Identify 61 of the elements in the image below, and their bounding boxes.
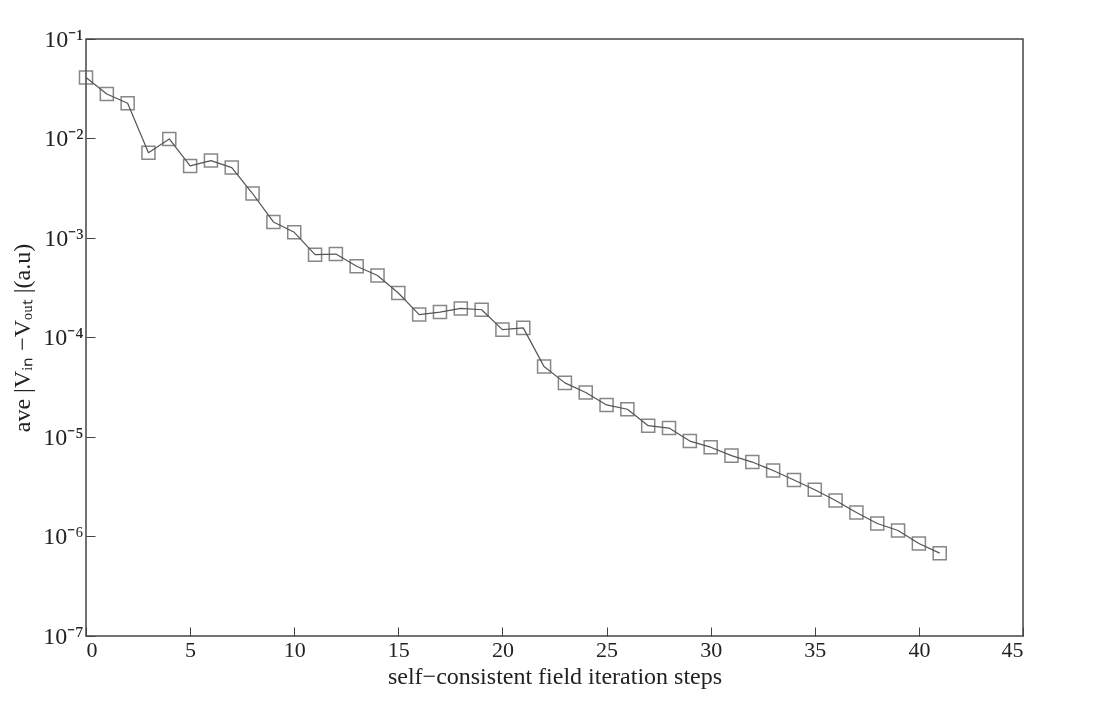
point [370,268,385,283]
point [911,536,927,551]
y-tick-label: 10⁻⁵ [43,423,84,450]
point [620,402,635,417]
point [120,96,135,111]
point [162,131,177,147]
y-tick-label: 10⁻¹ [44,25,84,52]
point [765,463,781,478]
point [516,320,531,336]
point [578,385,593,400]
point [786,472,802,488]
x-tick-label: 40 [908,636,931,662]
point [807,482,823,498]
point [869,516,885,531]
x-tick-label: 35 [804,636,827,662]
point [411,307,427,322]
point [266,214,281,230]
x-axis-title: self−consistent field iteration steps [387,662,723,689]
point [703,439,718,455]
point [495,322,510,337]
point [640,418,656,433]
point [828,493,843,508]
point [307,247,323,262]
point [661,420,677,436]
y-tick-label: 10⁻⁶ [43,523,84,549]
point [182,158,198,174]
point [391,285,406,301]
point [286,225,302,240]
y-tick-label: 10⁻⁴ [43,324,84,350]
x-tick-label: 10 [283,636,306,662]
x-tick-label: 25 [596,636,619,662]
point [328,246,344,262]
x-tick-label: 20 [491,636,514,662]
x-tick-label: 15 [387,636,410,662]
point [745,454,760,470]
point [141,145,156,160]
point [599,397,614,413]
y-axis-title: ave |Vᵢₙ −Vₒᵤₜ |(a.u) [9,243,36,433]
point [349,258,364,274]
point [224,160,240,175]
x-tick-label: 0 [86,636,98,662]
point [932,545,947,561]
x-tick-label: 45 [1001,636,1024,662]
point [682,433,698,449]
point [557,375,573,391]
point [724,448,739,463]
x-tick-label: 30 [700,636,723,662]
point [245,186,260,201]
y-tick-label: 10⁻⁷ [43,622,84,649]
point [890,523,906,538]
point [453,301,469,316]
y-tick-label: 10⁻³ [44,224,84,251]
point [536,359,552,374]
point [203,153,219,168]
point [99,86,115,102]
point [78,70,94,85]
point [474,302,489,318]
point [432,304,448,320]
x-tick-label: 5 [185,636,197,662]
point [849,505,864,520]
y-tick-label: 10⁻² [44,125,84,151]
